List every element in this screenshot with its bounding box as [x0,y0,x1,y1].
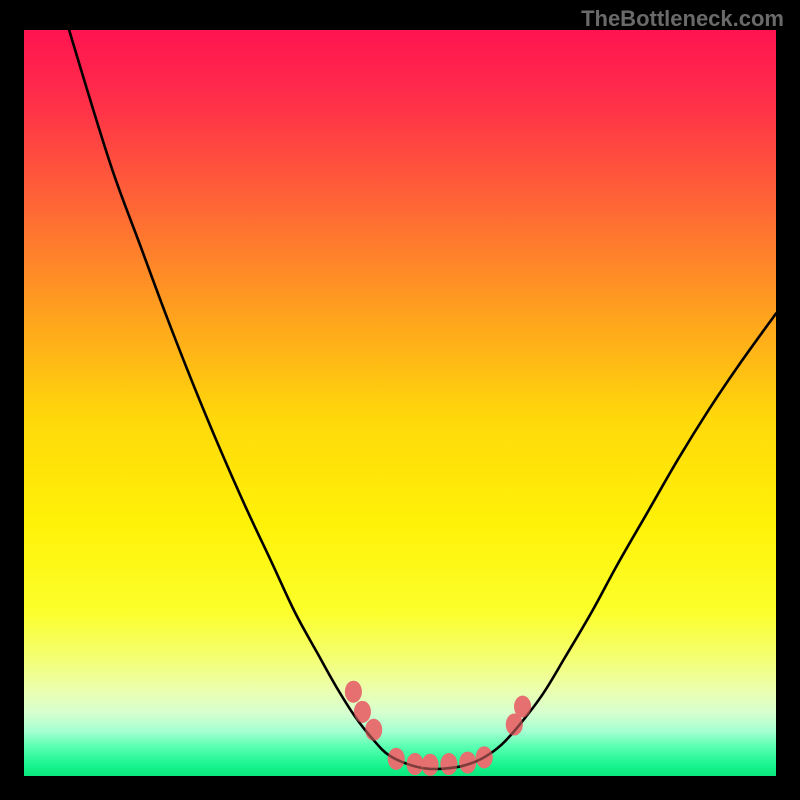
marker-dot-front [440,753,457,775]
marker-dot-front [407,753,424,775]
marker-dot-front [422,754,439,776]
marker-dot-front [365,719,382,741]
markers-group-front [345,681,531,776]
watermark-text: TheBottleneck.com [581,6,784,32]
marker-dot-front [354,701,371,723]
marker-dot-front [476,746,493,768]
plot-area [24,30,776,776]
curve-layer [24,30,776,776]
marker-dot-front [514,696,531,718]
marker-dot-front [388,748,405,770]
marker-dot-front [345,681,362,703]
marker-dot-front [459,752,476,774]
v-curve [69,30,776,769]
chart-frame: { "meta": { "watermark_text": "TheBottle… [0,0,800,800]
